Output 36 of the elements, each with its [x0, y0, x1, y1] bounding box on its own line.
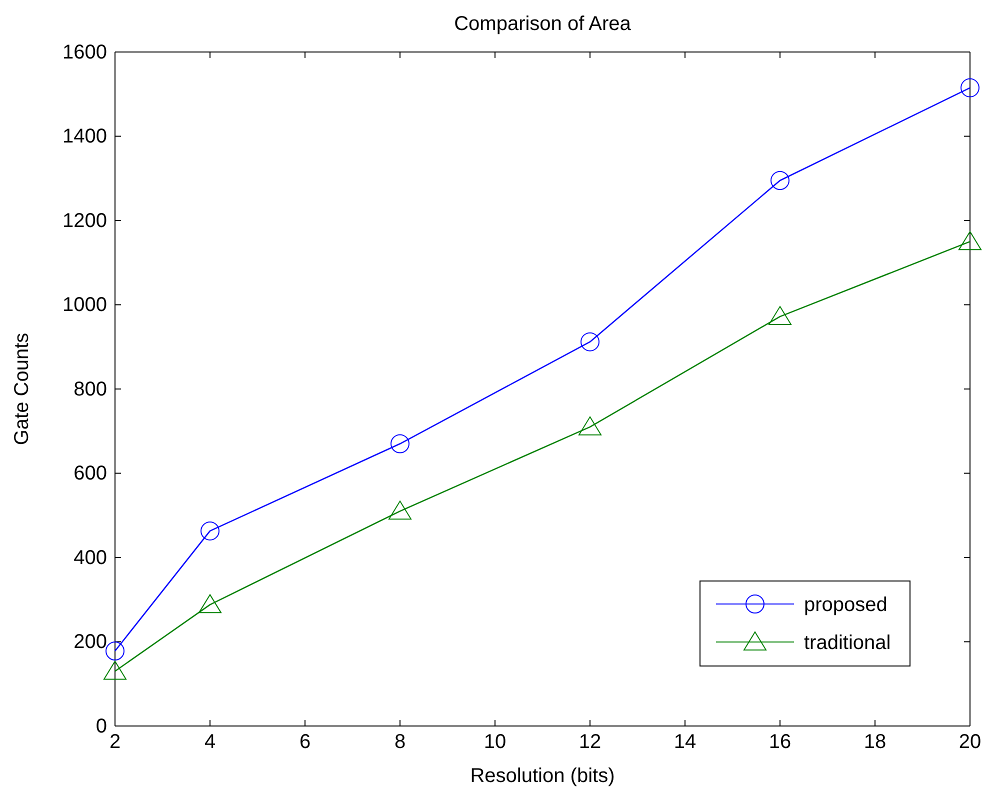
x-tick-label: 10 [484, 731, 506, 754]
y-tick-label: 1600 [62, 41, 107, 64]
x-tick-label: 16 [768, 731, 792, 754]
point [768, 306, 792, 326]
legend-label: traditional [804, 632, 891, 654]
x-tick-label: 14 [674, 731, 696, 754]
x-axis-title: Resolution (bits) [470, 765, 615, 787]
x-tick-label: 6 [299, 731, 311, 754]
y-tick-label: 600 [74, 462, 107, 485]
y-tick-label: 1400 [62, 126, 107, 148]
point [104, 660, 126, 680]
x-tick-label: 4 [204, 731, 216, 754]
x-tick-label: 12 [578, 731, 602, 754]
point [198, 594, 222, 614]
point [770, 170, 790, 190]
point [960, 78, 980, 98]
y-tick-label: 400 [74, 546, 107, 569]
point [580, 332, 600, 352]
y-tick-label: 800 [74, 378, 107, 400]
x-tick-label: 8 [394, 731, 406, 754]
chart-title: Comparison of Area [454, 13, 632, 35]
legend-label: proposed [804, 594, 888, 616]
x-tick-label: 20 [958, 731, 982, 754]
point [958, 231, 982, 250]
y-tick-label: 1000 [62, 294, 107, 316]
x-tick-label: 18 [864, 731, 886, 754]
point [578, 416, 602, 436]
y-tick-label: 200 [74, 631, 107, 654]
point [106, 642, 124, 661]
x-tick-label: 2 [109, 731, 121, 754]
point [388, 500, 412, 520]
point [390, 434, 410, 454]
y-tick-label: 1200 [62, 210, 107, 232]
point [200, 521, 220, 540]
y-tick-label: 0 [96, 715, 107, 738]
y-axis-title: Gate Counts [11, 332, 33, 446]
